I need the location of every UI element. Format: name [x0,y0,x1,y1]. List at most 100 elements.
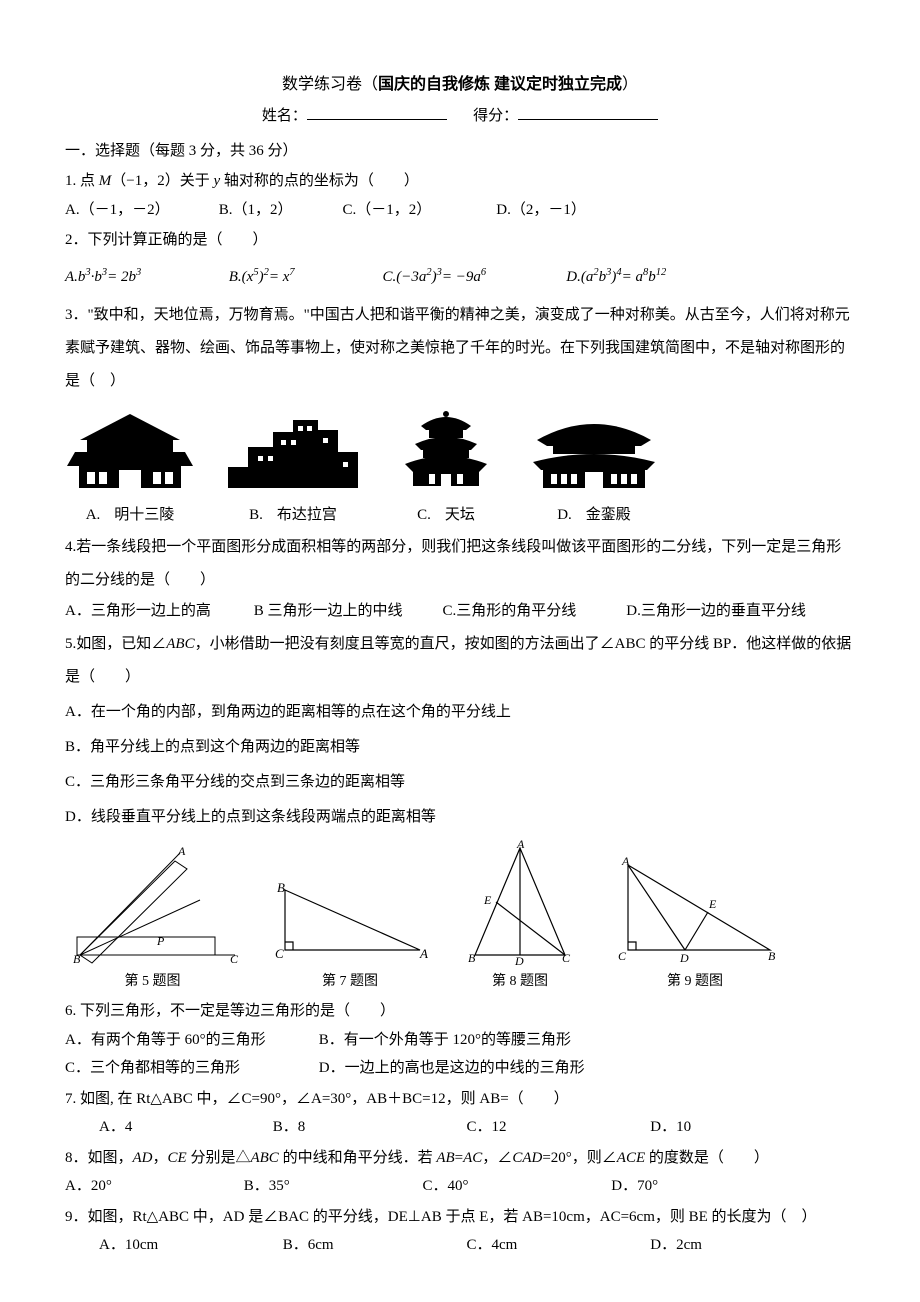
q8-opt-c: C．40° [423,1172,608,1201]
q8-e: = [455,1150,463,1166]
q8-opt-d: D．70° [611,1172,658,1201]
q8-ce: CE [168,1150,187,1166]
q1-text-c: 轴对称的点的坐标为（ ） [220,173,419,189]
q5-abc: ABC [166,636,194,652]
question-3: 3．"致中和，天地位焉，万物育焉。"中国古人把和谐平衡的精神之美，演变成了一种对… [65,299,855,398]
question-1: 1. 点 M（−1，2）关于 y 轴对称的点的坐标为（ ） [65,167,855,196]
svg-text:C: C [562,951,571,965]
q6-opt-b: B．有一个外角等于 120°的等腰三角形 [319,1026,571,1055]
q3-opt-b: B.布达拉宫 [223,412,363,529]
fig7-caption: 第 7 题图 [270,969,430,996]
figure-7: B C A 第 7 题图 [270,880,430,996]
q7-opt-d: D．10 [650,1113,691,1142]
svg-text:D: D [514,954,524,965]
q6-options-2: C．三个角都相等的三角形 D．一边上的高也是这边的中线的三角形 [65,1054,855,1083]
q2-opt-a: A.b3·b3 = 2b3 [65,263,225,292]
q8-c: 分别是△ [187,1150,251,1166]
title-bold: 国庆的自我修炼 建议定时独立完成 [378,76,622,93]
q1-text-b: （−1，2）关于 [111,173,213,189]
q1-m: M [99,173,112,189]
question-9: 9．如图，Rt△ABC 中，AD 是∠BAC 的平分线，DE⊥AB 于点 E，若… [65,1203,855,1232]
q8-g: =20°，则∠ [542,1150,616,1166]
q9-opt-d: D．2cm [650,1231,702,1260]
q7-options: A．4 B．8 C．12 D．10 [65,1113,855,1142]
fig5-caption: 第 5 题图 [65,969,240,996]
q3-opt-d: D.金銮殿 [529,412,659,529]
score-blank[interactable] [518,104,658,120]
q8-opt-b: B．35° [244,1172,419,1201]
q5-text-a: 5.如图，已知∠ [65,636,166,652]
svg-text:B: B [277,880,285,895]
svg-text:P: P [156,934,165,948]
question-7: 7. 如图, 在 Rt△ABC 中，∠C=90°，∠A=30°，AB＋BC=12… [65,1085,855,1114]
building-tiantan-icon [391,408,501,490]
q2-opt-d: D.(a2b3)4 = a8b12 [566,263,666,292]
q3-label-a: A. [86,501,101,530]
figure-9: A B C D E 第 9 题图 [610,855,780,996]
q6-opt-d: D．一边上的高也是这边的中线的三角形 [319,1054,585,1083]
q8-a: 8．如图， [65,1150,133,1166]
q8-opt-a: A．20° [65,1172,240,1201]
title-prefix: 数学练习卷（ [282,76,378,93]
svg-text:E: E [708,897,717,911]
svg-text:C: C [230,952,239,965]
q6-opt-c: C．三个角都相等的三角形 [65,1054,315,1083]
q7-opt-b: B．8 [273,1113,463,1142]
question-6: 6. 下列三角形，不一定是等边三角形的是（ ） [65,997,855,1026]
q9-options: A．10cm B．6cm C．4cm D．2cm [65,1231,855,1260]
q6-options-1: A．有两个角等于 60°的三角形 B．有一个外角等于 120°的等腰三角形 [65,1026,855,1055]
q2-options: A.b3·b3 = 2b3 B.(x5)2 = x7 C.(−3a2)3 = −… [65,263,855,292]
svg-text:A: A [621,855,630,868]
q3-name-c: 天坛 [445,501,475,530]
q1-opt-d: D.（2，－1） [496,196,586,225]
section-1-heading: 一．选择题（每题 3 分，共 36 分） [65,137,855,166]
svg-text:C: C [618,949,627,963]
q3-label-c: C. [417,501,431,530]
name-score-row: 姓名： 得分： [65,102,855,131]
q7-opt-c: C．12 [467,1113,647,1142]
q8-d: 的中线和角平分线．若 [279,1150,437,1166]
q3-opt-a: A. 明十三陵 [65,412,195,529]
q1-opt-b: B.（1，2） [219,196,339,225]
q8-cad: CAD [512,1150,542,1166]
figure-row: A B C P 第 5 题图 B C A 第 7 题图 A B C [65,840,855,996]
q8-ab: AB [436,1150,454,1166]
question-8: 8．如图，AD，CE 分别是△ABC 的中线和角平分线．若 AB=AC，∠CAD… [65,1144,855,1173]
name-blank[interactable] [307,104,447,120]
q3-image-row: A. 明十三陵 B.布达拉宫 [65,408,855,529]
q4-opt-d: D.三角形一边的垂直平分线 [626,597,806,626]
q8-f: ，∠ [482,1150,512,1166]
svg-text:A: A [419,946,428,961]
score-label: 得分： [473,108,518,124]
q2-opt-c: C.(−3a2)3 = −9a6 [383,263,563,292]
q3-name-a: 明十三陵 [114,501,174,530]
fig9-caption: 第 9 题图 [610,969,780,996]
q1-text-a: 1. 点 [65,173,99,189]
q8-options: A．20° B．35° C．40° D．70° [65,1172,855,1201]
question-2: 2．下列计算正确的是（ ） [65,226,855,255]
svg-text:B: B [768,949,776,963]
fig8-caption: 第 8 题图 [460,969,580,996]
q8-ad: AD [133,1150,153,1166]
q6-opt-a: A．有两个角等于 60°的三角形 [65,1026,315,1055]
q8-b: ， [153,1150,168,1166]
q3-label-d: D. [557,501,572,530]
q3-opt-c: C. 天坛 [391,408,501,529]
q9-opt-a: A．10cm [99,1231,279,1260]
figure-5: A B C P 第 5 题图 [65,845,240,996]
svg-text:A: A [516,840,525,851]
q3-label-b: B. [249,501,263,530]
page-title: 数学练习卷（国庆的自我修炼 建议定时独立完成） [65,70,855,100]
q8-abc: ABC [250,1150,278,1166]
q8-ace: ACE [617,1150,645,1166]
svg-text:E: E [483,893,492,907]
q1-options: A.（－1，－2） B.（1，2） C.（－1，2） D.（2，－1） [65,196,855,225]
svg-text:C: C [275,946,284,961]
q5-opt-c: C．三角形三条角平分线的交点到三条边的距离相等 [65,766,855,799]
question-5: 5.如图，已知∠ABC，小彬借助一把没有刻度且等宽的直尺，按如图的方法画出了∠A… [65,628,855,694]
svg-text:B: B [468,951,476,965]
q4-opt-b: B 三角形一边上的中线 [254,597,439,626]
q8-ac: AC [463,1150,482,1166]
building-ming-icon [65,412,195,490]
q4-options: A．三角形一边上的高 B 三角形一边上的中线 C.三角形的角平分线 D.三角形一… [65,597,855,626]
